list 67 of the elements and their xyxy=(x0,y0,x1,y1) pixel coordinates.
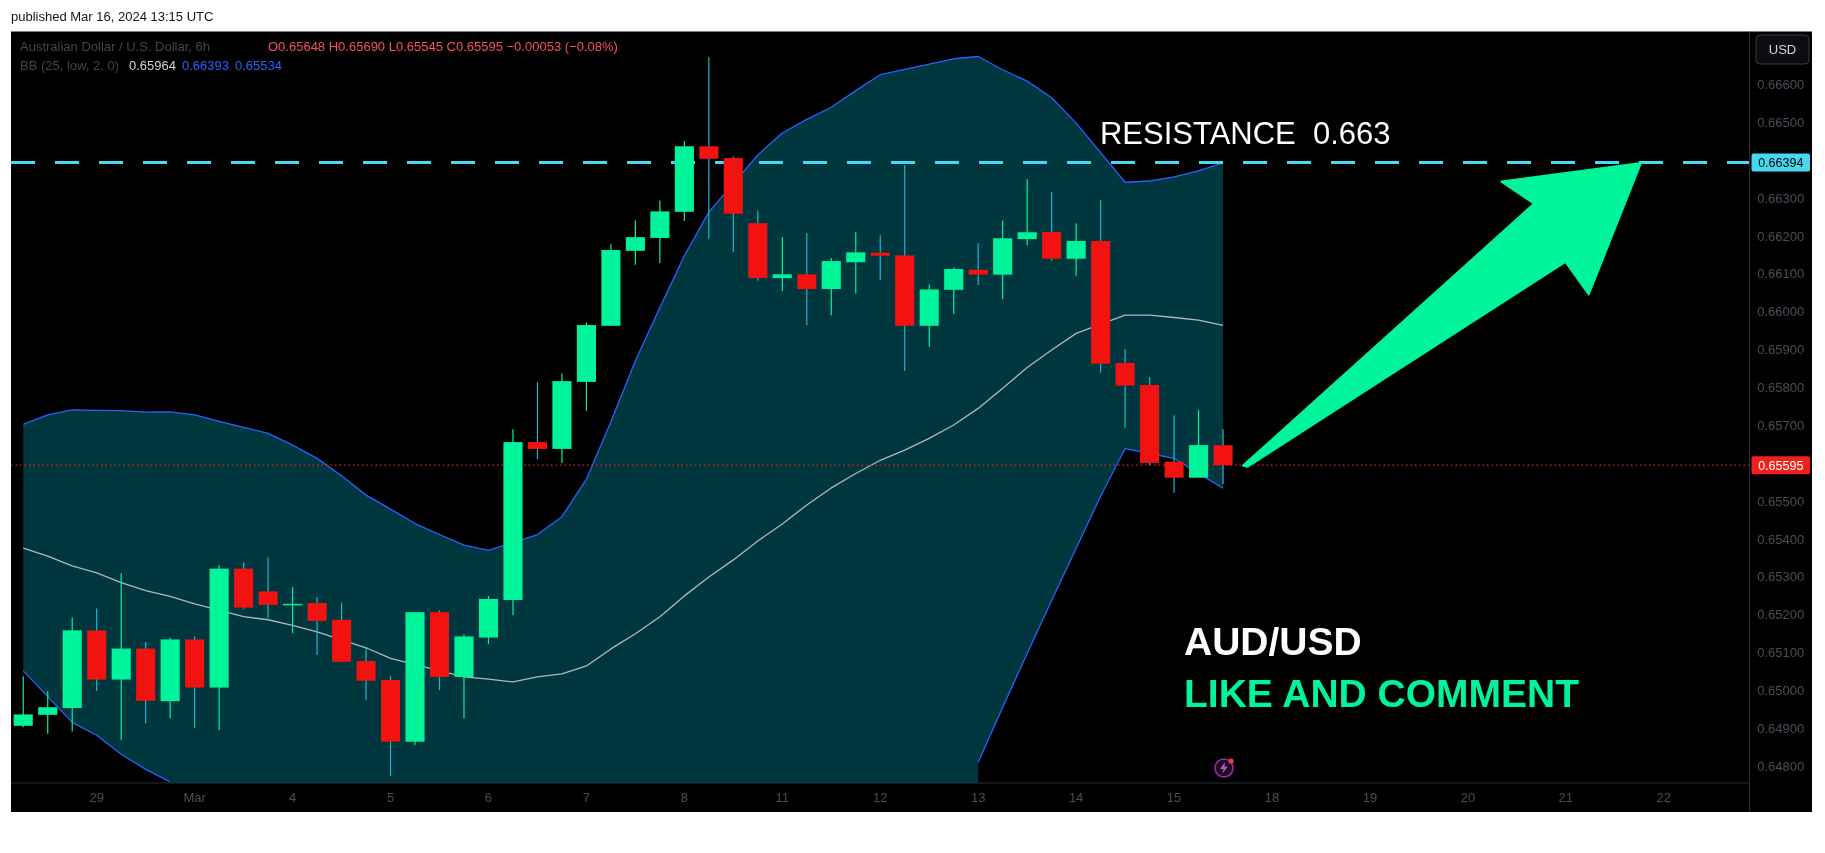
y-tick-label: 0.64800 xyxy=(1757,758,1805,774)
annotation: LIKE AND COMMENT xyxy=(1184,672,1580,715)
y-tick-label: 0.64900 xyxy=(1757,720,1805,736)
candlestick xyxy=(870,234,890,281)
x-tick-label: 6 xyxy=(484,790,493,805)
y-tick-label: 0.65595 xyxy=(1758,458,1804,473)
x-tick-label: 7 xyxy=(582,790,591,805)
y-tick-label: 0.66600 xyxy=(1757,77,1805,93)
line-series xyxy=(22,670,171,783)
x-tick-label: 4 xyxy=(288,790,297,805)
y-tick-label: 0.66500 xyxy=(1757,114,1805,130)
candlestick xyxy=(944,267,964,315)
candlestick xyxy=(356,647,376,701)
x-tick-label: 21 xyxy=(1558,790,1574,805)
candlestick xyxy=(699,56,719,240)
y-tick-label: 0.66200 xyxy=(1757,228,1805,244)
x-tick-label: 29 xyxy=(89,790,104,805)
y-tick-label: 0.65100 xyxy=(1757,645,1805,661)
x-tick-label: 12 xyxy=(873,790,888,805)
candlestick xyxy=(625,219,645,266)
annotation: AUD/USD xyxy=(1184,620,1362,663)
y-tick-label: 0.66100 xyxy=(1757,266,1805,282)
candlestick xyxy=(13,675,33,728)
candlestick xyxy=(968,242,988,286)
candlestick xyxy=(797,232,817,326)
candlestick xyxy=(1115,348,1135,429)
x-tick-label: 15 xyxy=(1166,790,1182,805)
candlestick xyxy=(1066,222,1086,277)
ref-line-label: RESISTANCE 0.663 xyxy=(1100,115,1391,151)
y-tick-label: 0.66000 xyxy=(1757,304,1805,320)
candlestick xyxy=(772,236,792,292)
x-tick-label: 11 xyxy=(775,790,790,805)
candlestick xyxy=(527,381,547,460)
annotation: 0.66393 xyxy=(182,58,229,73)
x-tick-label: 5 xyxy=(386,790,395,805)
y-tick-label: 0.65500 xyxy=(1757,493,1805,509)
x-tick-label: 13 xyxy=(970,790,986,805)
candlestick xyxy=(38,690,58,735)
x-tick-label: 18 xyxy=(1264,790,1280,805)
x-tick-label: 22 xyxy=(1656,790,1672,805)
candlestick xyxy=(258,556,278,619)
annotation: BB (25, low, 2, 0) xyxy=(20,58,119,73)
y-axis-title: USD xyxy=(1768,42,1797,57)
y-tick-label: 0.65700 xyxy=(1757,417,1805,433)
y-tick-label: 0.65000 xyxy=(1757,683,1805,699)
y-tick-label: 0.65900 xyxy=(1757,342,1805,358)
text: Australian Dollar / U.S. Dollar, 6h xyxy=(20,39,211,54)
candlestick xyxy=(846,231,866,295)
y-tick-label: 0.65300 xyxy=(1757,569,1805,585)
y-tick-label: 0.66394 xyxy=(1758,156,1804,171)
y-tick-label: 0.65200 xyxy=(1757,607,1805,623)
annotation: O0.65648 H0.65690 L0.65545 C0.65595 −0.00053 (−0.08%) xyxy=(268,39,618,54)
candlestick xyxy=(1017,178,1037,246)
annotation: 0.65964 xyxy=(129,58,176,73)
y-tick-label: 0.65400 xyxy=(1757,531,1805,547)
text: published Mar 16, 2024 13:15 UTC xyxy=(11,9,214,24)
candlestick xyxy=(1213,428,1233,485)
x-tick-label: 8 xyxy=(680,790,688,805)
x-tick-label: 20 xyxy=(1460,790,1476,805)
y-tick-label: 0.66300 xyxy=(1757,190,1805,206)
candlestick xyxy=(307,596,327,656)
x-tick-label: Mar xyxy=(183,790,207,805)
x-tick-label: 14 xyxy=(1068,790,1084,805)
annotation: 0.65534 xyxy=(235,58,282,73)
x-tick-label: 19 xyxy=(1362,790,1378,805)
candlestick xyxy=(1164,414,1184,494)
y-tick-label: 0.65800 xyxy=(1757,380,1805,396)
